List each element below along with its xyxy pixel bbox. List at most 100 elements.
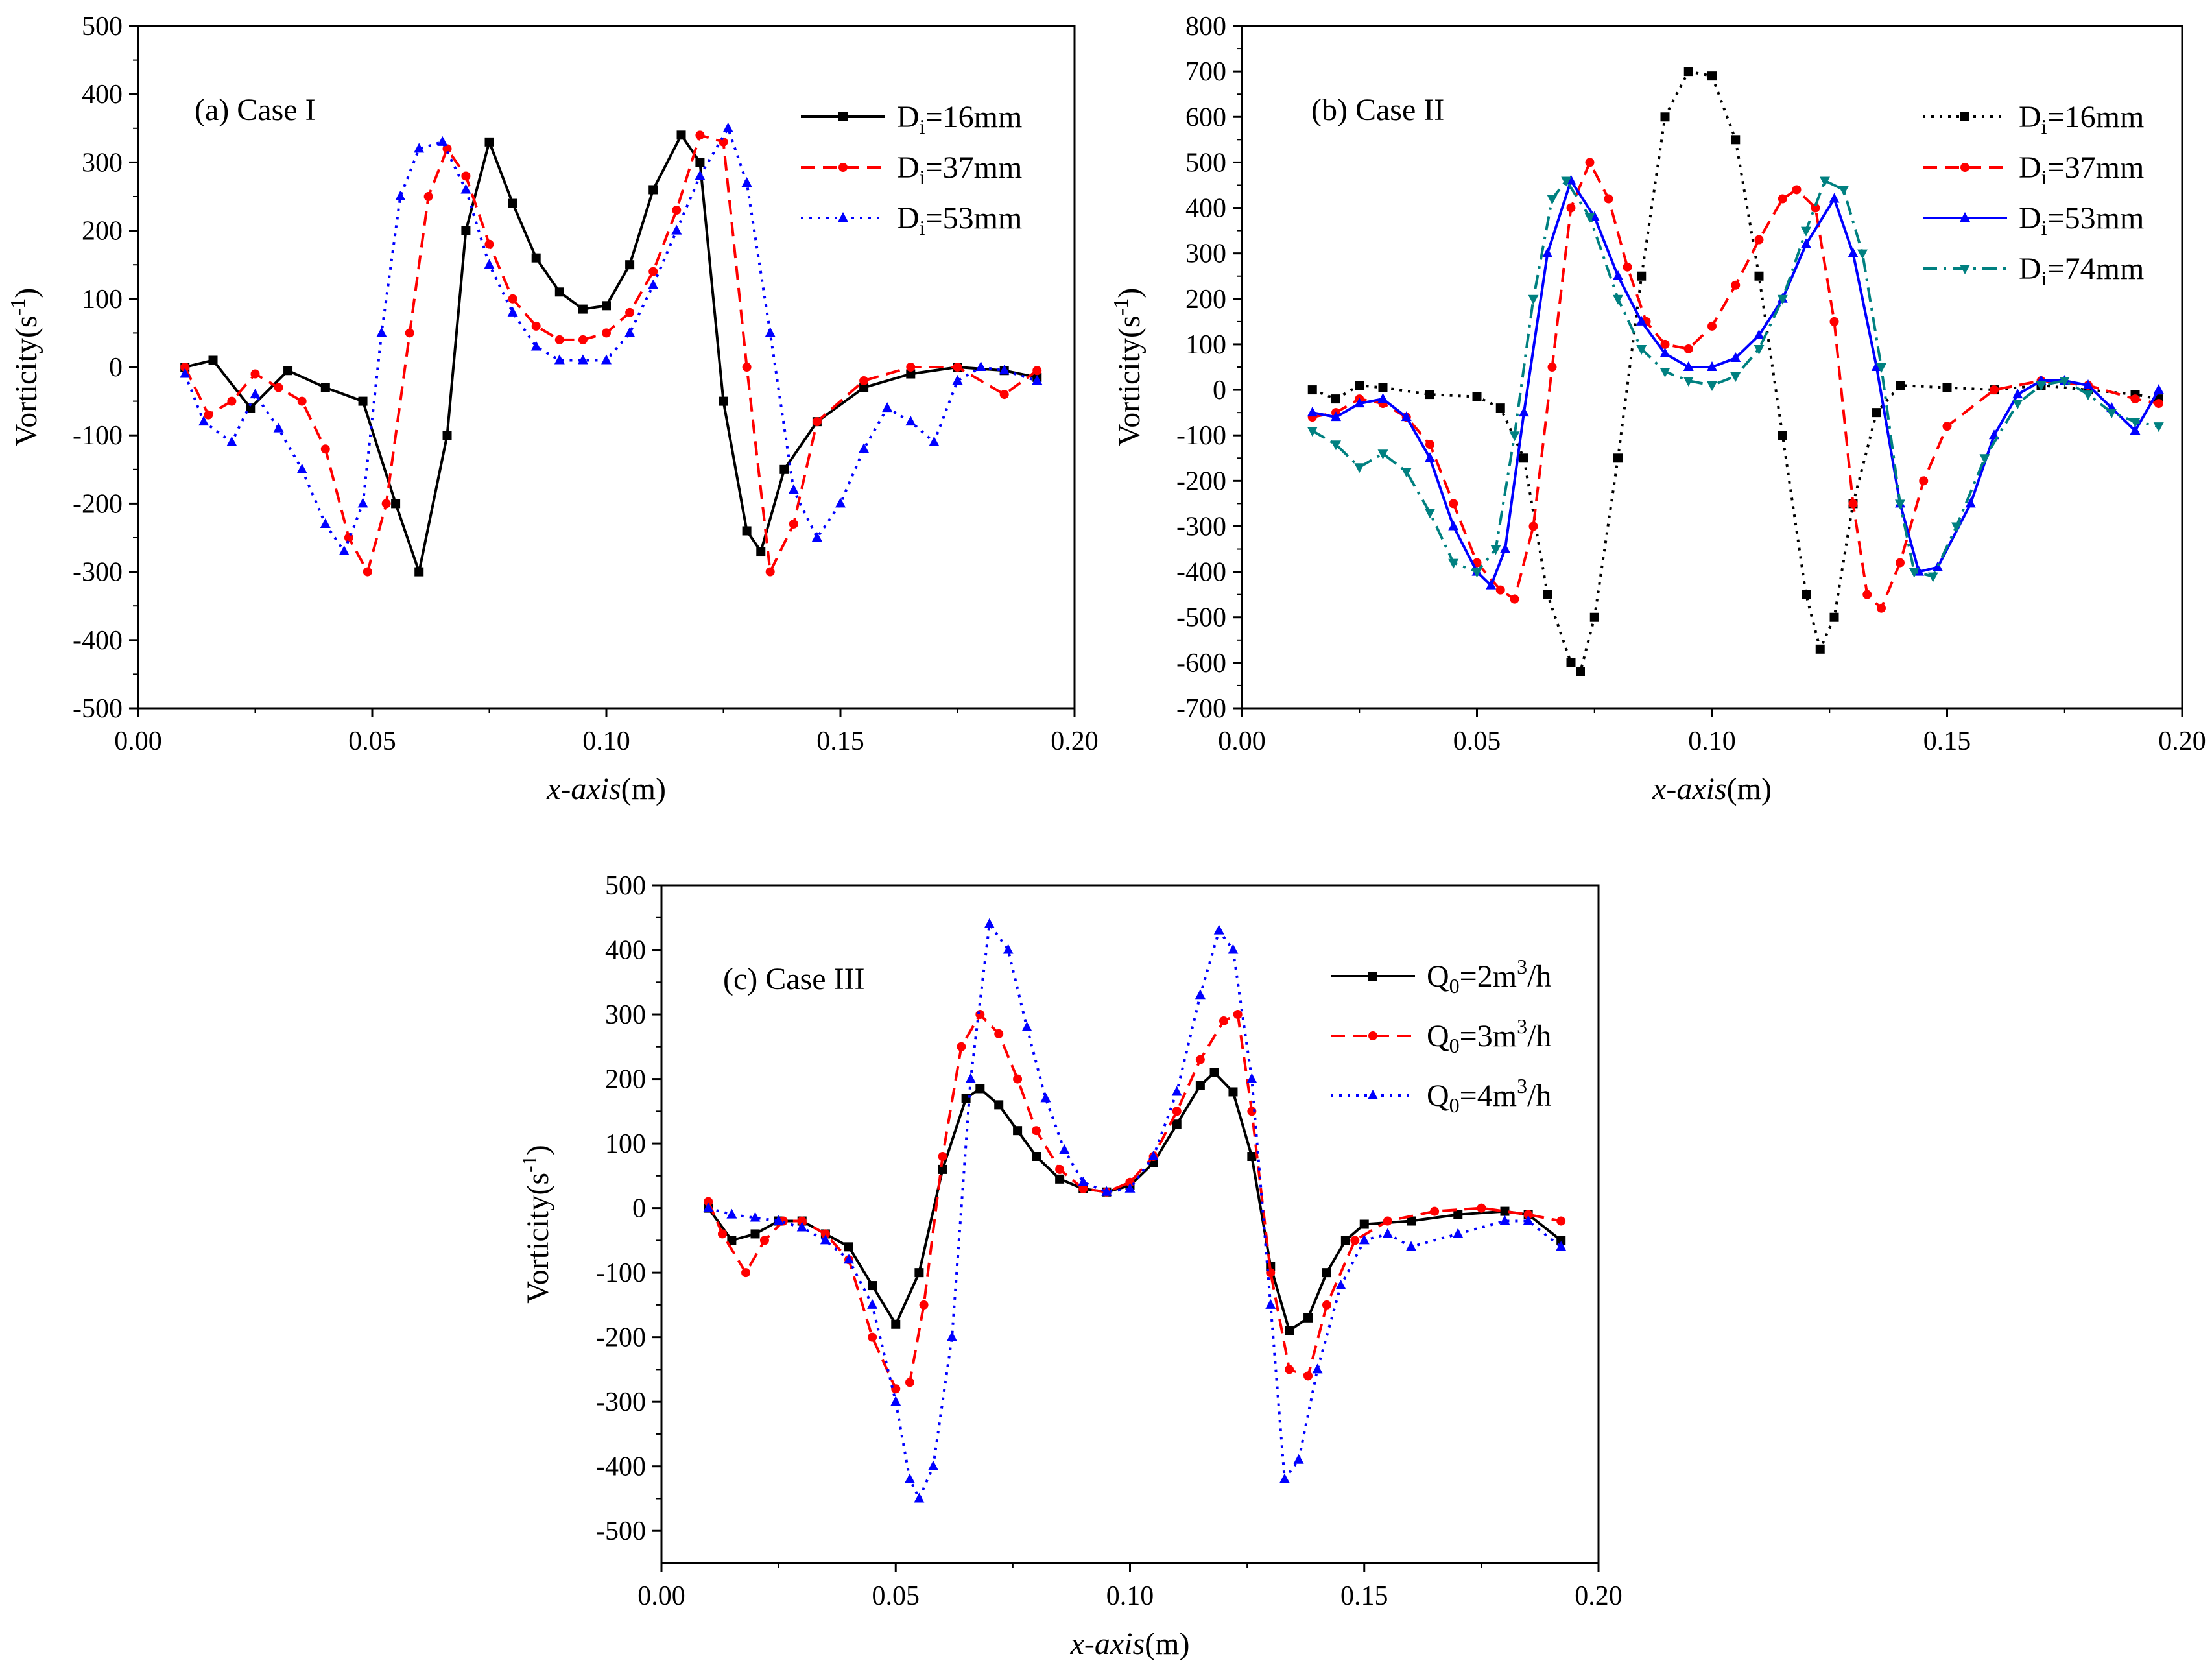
legend-marker: [1368, 1090, 1378, 1099]
x-tick-label: 0.05: [348, 726, 396, 756]
data-point: [742, 526, 752, 536]
data-point: [357, 497, 368, 508]
data-point: [844, 1242, 853, 1252]
data-point: [796, 1221, 807, 1232]
data-point: [625, 260, 635, 270]
data-point: [994, 1029, 1004, 1038]
data-point: [773, 1215, 784, 1225]
data-point: [957, 1042, 966, 1051]
legend-entry: Di=16mm: [801, 100, 1022, 138]
data-point: [508, 198, 517, 208]
y-tick-label: -400: [1176, 558, 1226, 588]
data-point: [1547, 195, 1558, 205]
data-point: [1829, 193, 1840, 203]
chart-panel-a: 0.00 0.05 0.10 0.15 0.20 -500 -400 -300 -200 -100…: [6, 12, 1099, 806]
x-tick-label: 0.05: [1453, 726, 1501, 756]
legend-main: D: [897, 201, 920, 235]
data-point: [1021, 1021, 1032, 1031]
data-point: [1528, 521, 1538, 531]
data-point: [437, 136, 448, 146]
data-point: [1802, 590, 1811, 599]
data-point: [765, 327, 776, 337]
data-point: [320, 518, 331, 528]
data-point: [625, 307, 635, 317]
data-point: [1453, 1210, 1463, 1219]
y-axis-label: Vorticity(s-1): [517, 1145, 555, 1303]
data-point: [1500, 543, 1510, 553]
data-point: [414, 567, 424, 577]
chart-panel-c: 0.00 0.05 0.10 0.15 0.20-500-400-300-200-100…: [517, 871, 1623, 1661]
legend-rest: =37mm: [925, 150, 1023, 185]
data-point: [788, 484, 799, 494]
data-point: [1528, 294, 1539, 305]
data-point: [273, 422, 284, 433]
legend-marker: [838, 163, 848, 172]
data-point: [1566, 658, 1576, 667]
data-point: [1613, 294, 1623, 305]
legend-sup: 3: [1517, 1074, 1527, 1097]
x-axis-label: x-axis(m): [546, 772, 666, 806]
y-axis-label-close: ): [521, 1145, 555, 1155]
y-tick-label: 400: [82, 80, 123, 110]
data-point: [914, 1268, 924, 1278]
data-point: [999, 365, 1010, 375]
y-tick-label: 400: [605, 936, 646, 966]
data-point: [577, 354, 588, 365]
data-point: [695, 130, 705, 140]
data-point: [2012, 400, 2023, 410]
data-point: [602, 328, 611, 338]
data-point: [460, 184, 471, 194]
y-tick-label: -100: [73, 421, 123, 451]
data-point: [905, 1378, 914, 1387]
data-point: [1477, 1203, 1486, 1213]
data-point: [1820, 176, 1830, 187]
data-point: [442, 144, 452, 154]
data-point: [2153, 422, 2164, 433]
data-point: [1683, 377, 1694, 387]
data-point: [961, 1094, 971, 1103]
data-point: [180, 363, 190, 372]
data-point: [882, 402, 893, 413]
data-point: [891, 1384, 901, 1394]
data-point: [906, 369, 916, 379]
legend-main: D: [2019, 150, 2041, 185]
y-axis-label-sup: -1: [1109, 298, 1132, 316]
data-point: [914, 1492, 925, 1503]
legend-rest: =37mm: [2047, 150, 2145, 185]
data-point: [296, 463, 307, 473]
data-point: [1754, 235, 1764, 245]
data-point: [1233, 1010, 1243, 1020]
y-tick-label: 100: [605, 1129, 646, 1159]
data-point: [859, 383, 869, 392]
legend-main: D: [2019, 201, 2041, 235]
y-tick-label: 100: [1185, 330, 1226, 360]
legend-rest: =16mm: [925, 100, 1023, 134]
legend-marker: [1960, 265, 1970, 274]
data-point: [1377, 449, 1388, 460]
data-point: [1293, 1454, 1304, 1464]
data-point: [1406, 1241, 1416, 1251]
data-point: [1659, 368, 1671, 378]
data-point: [1430, 1206, 1440, 1216]
data-point: [1032, 366, 1042, 376]
legend-rest: =74mm: [2047, 252, 2145, 286]
data-point: [891, 1319, 901, 1329]
data-point: [1561, 176, 1572, 187]
data-point: [890, 1396, 901, 1406]
legend-entry: Di=53mm: [801, 201, 1022, 239]
data-point: [1576, 667, 1585, 676]
legend-entry: Q0=2m3/h: [1331, 955, 1551, 998]
data-point: [1519, 453, 1528, 463]
data-point: [719, 396, 728, 406]
data-point: [1707, 71, 1717, 81]
data-point: [578, 335, 588, 344]
data-point: [1172, 1119, 1182, 1129]
y-tick-label: -500: [1176, 603, 1226, 633]
x-tick-label: 0.15: [1923, 726, 1971, 756]
data-point: [1013, 1074, 1023, 1084]
legend-main: D: [2019, 252, 2041, 286]
panel-label: (b) Case II: [1311, 93, 1444, 127]
data-point: [929, 436, 940, 446]
data-point: [868, 1332, 877, 1342]
data-point: [2154, 399, 2163, 409]
